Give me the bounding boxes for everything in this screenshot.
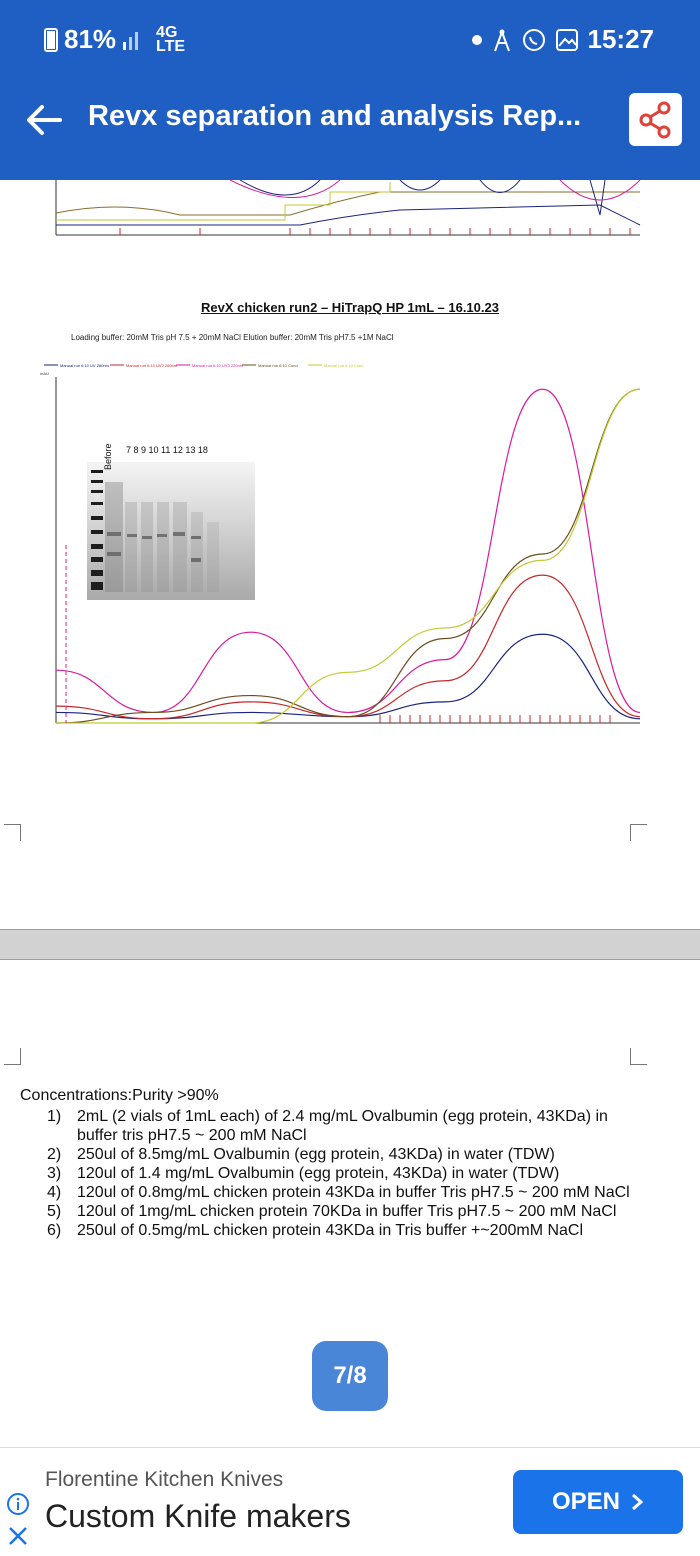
gel-image bbox=[87, 462, 255, 600]
list-item: 5)120ul of 1mg/mL chicken protein 70KDa … bbox=[20, 1202, 640, 1221]
status-right: 15:27 bbox=[472, 24, 655, 55]
previous-chart-fragment bbox=[0, 180, 700, 245]
tower-icon bbox=[492, 28, 512, 52]
signal-icon bbox=[122, 30, 140, 50]
page-corner-mark bbox=[630, 1048, 647, 1065]
concentrations-list: 1)2mL (2 vials of 1mL each) of 2.4 mg/mL… bbox=[20, 1107, 640, 1240]
fraction-ticks bbox=[380, 715, 610, 723]
gel-lane-labels: 7 8 9 10 11 12 13 18 bbox=[126, 445, 208, 455]
clock: 15:27 bbox=[588, 24, 655, 55]
legend-label: Manual run 6:10 UV 280nm bbox=[60, 363, 110, 368]
concentrations-section: Concentrations:Purity >90% 1)2mL (2 vial… bbox=[20, 1086, 640, 1240]
gel-before-label: Before bbox=[103, 443, 113, 470]
page-indicator[interactable]: 7/8 bbox=[312, 1341, 388, 1411]
chevron-right-icon bbox=[630, 1492, 644, 1512]
chart-legend: Manual run 6:10 UV 280nm Manual run 6:10 … bbox=[44, 363, 363, 368]
ad-open-button[interactable]: OPEN bbox=[513, 1470, 683, 1534]
top-app-bar: 81% 4G LTE 15:27 Revx separation and ana… bbox=[0, 0, 700, 180]
ad-close-icon[interactable] bbox=[6, 1524, 30, 1548]
list-item: 2)250ul of 8.5mg/mL Ovalbumin (egg prote… bbox=[20, 1145, 640, 1164]
legend-label: Manual run 6:10 Conc bbox=[324, 363, 363, 368]
list-item: 3)120ul of 1.4 mg/mL Ovalbumin (egg prot… bbox=[20, 1164, 640, 1183]
legend-label: Manual run 6:10 UV2 260nm bbox=[126, 363, 178, 368]
ad-banner[interactable]: Florentine Kitchen Knives Custom Knife m… bbox=[0, 1447, 700, 1556]
concentrations-label: Concentrations: bbox=[20, 1087, 132, 1104]
notification-dot-icon bbox=[472, 35, 482, 45]
ad-title: Custom Knife makers bbox=[45, 1498, 351, 1535]
legend-label: Manual run 6:10 Cond bbox=[258, 363, 298, 368]
gallery-icon bbox=[556, 29, 578, 51]
share-button[interactable] bbox=[629, 93, 682, 146]
ad-info-icon[interactable] bbox=[6, 1492, 30, 1516]
list-item: 6)250ul of 0.5mg/mL chicken protein 43KD… bbox=[20, 1221, 640, 1240]
page-corner-mark bbox=[4, 1048, 21, 1065]
list-item: 4)120ul of 0.8mg/mL chicken protein 43KD… bbox=[20, 1183, 640, 1202]
buffer-description: Loading buffer: 20mM Tris pH 7.5 + 20mM … bbox=[71, 333, 394, 342]
back-arrow-icon[interactable] bbox=[24, 100, 64, 140]
whatsapp-icon bbox=[522, 28, 546, 52]
page-divider bbox=[0, 929, 700, 960]
page-corner-mark bbox=[630, 824, 647, 841]
battery-icon bbox=[44, 28, 58, 52]
ad-subtitle: Florentine Kitchen Knives bbox=[45, 1468, 283, 1492]
network-type: 4G LTE bbox=[156, 26, 185, 54]
status-bar: 81% 4G LTE 15:27 bbox=[0, 0, 700, 80]
ad-open-label: OPEN bbox=[552, 1488, 620, 1516]
series-line-1 bbox=[56, 634, 640, 719]
purity-text: Purity >90% bbox=[132, 1087, 219, 1104]
y-axis-label: mAU bbox=[40, 371, 49, 376]
share-icon bbox=[629, 93, 682, 146]
document-title: Revx separation and analysis Rep... bbox=[88, 100, 581, 133]
list-item: 1)2mL (2 vials of 1mL each) of 2.4 mg/mL… bbox=[20, 1107, 640, 1145]
chart-title: RevX chicken run2 – HiTrapQ HP 1mL – 16.… bbox=[0, 300, 700, 315]
battery-level: 81% bbox=[64, 24, 116, 55]
status-left: 81% 4G LTE bbox=[44, 24, 185, 55]
legend-label: Manual run 6:10 UV3 220nm bbox=[192, 363, 244, 368]
page-corner-mark bbox=[4, 824, 21, 841]
